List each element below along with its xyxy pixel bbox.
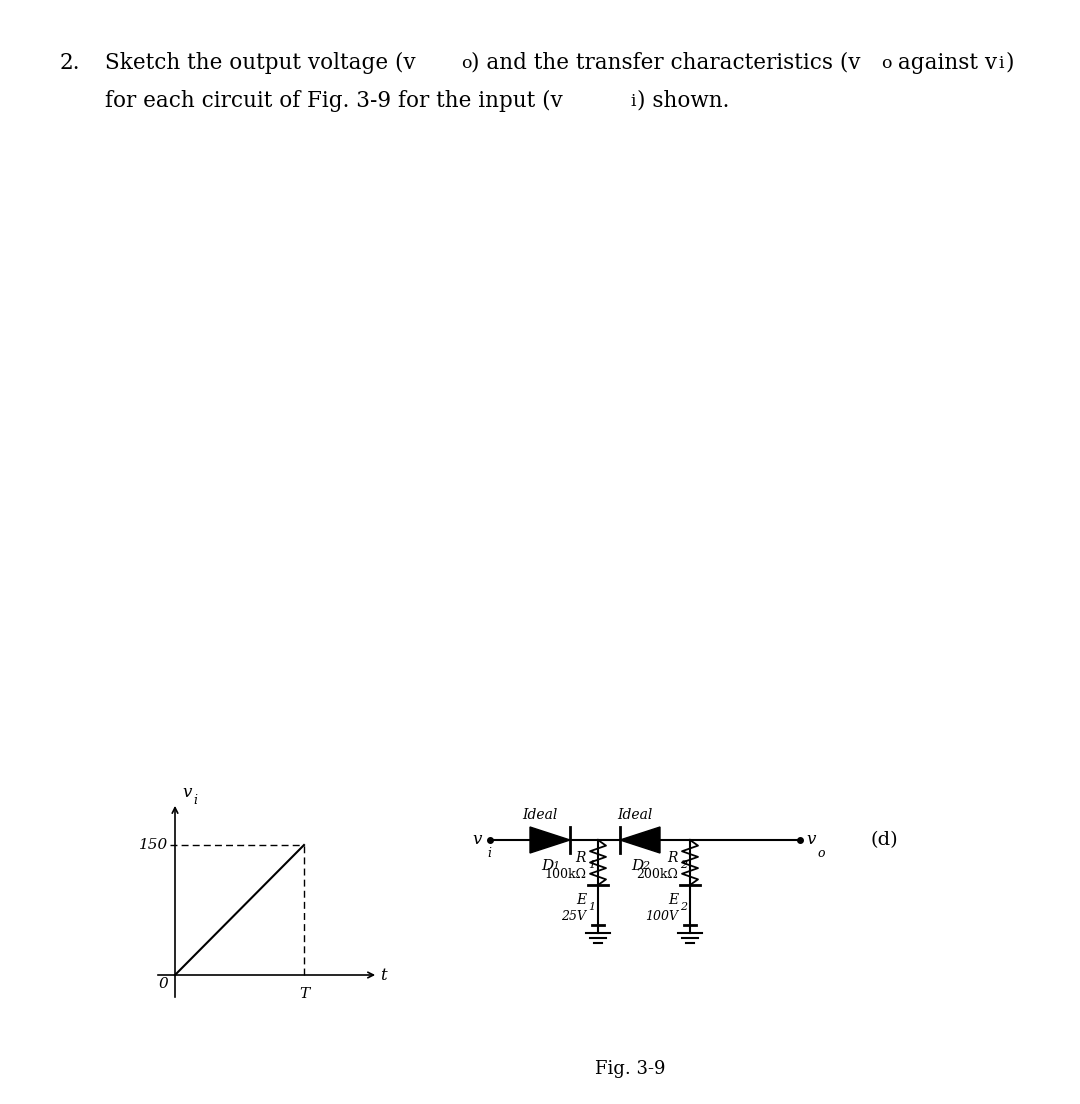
Text: for each circuit of Fig. 3-9 for the input (v: for each circuit of Fig. 3-9 for the inp… xyxy=(105,91,563,113)
Text: Sketch the output voltage (v: Sketch the output voltage (v xyxy=(105,52,416,74)
Text: R: R xyxy=(667,850,678,864)
Text: Ideal: Ideal xyxy=(618,808,652,822)
Text: D: D xyxy=(541,859,553,873)
Text: 100kΩ: 100kΩ xyxy=(544,868,586,881)
Text: E: E xyxy=(667,893,678,907)
Text: 0: 0 xyxy=(159,977,168,991)
Text: 2.: 2. xyxy=(60,52,81,74)
Text: 150: 150 xyxy=(138,838,168,852)
Polygon shape xyxy=(530,827,570,853)
Text: against v: against v xyxy=(891,52,997,74)
Text: D: D xyxy=(631,859,643,873)
Text: Ideal: Ideal xyxy=(523,808,557,822)
Text: ): ) xyxy=(1005,52,1013,74)
Text: (d): (d) xyxy=(870,831,897,849)
Text: 1: 1 xyxy=(588,860,595,870)
Text: 25V: 25V xyxy=(561,911,586,924)
Text: v: v xyxy=(473,831,482,849)
Text: i: i xyxy=(998,55,1003,72)
Text: 2: 2 xyxy=(680,902,687,912)
Text: R: R xyxy=(576,850,586,864)
Text: 1: 1 xyxy=(588,902,595,912)
Text: 2: 2 xyxy=(643,861,649,871)
Text: 200kΩ: 200kΩ xyxy=(636,868,678,881)
Text: v: v xyxy=(183,784,191,802)
Text: t: t xyxy=(380,966,387,984)
Text: i: i xyxy=(630,93,635,110)
Text: E: E xyxy=(576,893,586,907)
Text: 100V: 100V xyxy=(645,911,678,924)
Text: T: T xyxy=(299,987,309,1001)
Text: i: i xyxy=(193,794,197,807)
Text: i: i xyxy=(487,847,491,860)
Text: ) and the transfer characteristics (v: ) and the transfer characteristics (v xyxy=(471,52,861,74)
Text: o: o xyxy=(816,847,824,860)
Text: o: o xyxy=(881,55,891,72)
Polygon shape xyxy=(620,827,660,853)
Text: 1: 1 xyxy=(553,861,559,871)
Text: 2: 2 xyxy=(680,860,687,870)
Text: o: o xyxy=(461,55,472,72)
Text: ) shown.: ) shown. xyxy=(637,91,729,112)
Text: Fig. 3-9: Fig. 3-9 xyxy=(595,1060,665,1078)
Text: v: v xyxy=(806,831,815,849)
